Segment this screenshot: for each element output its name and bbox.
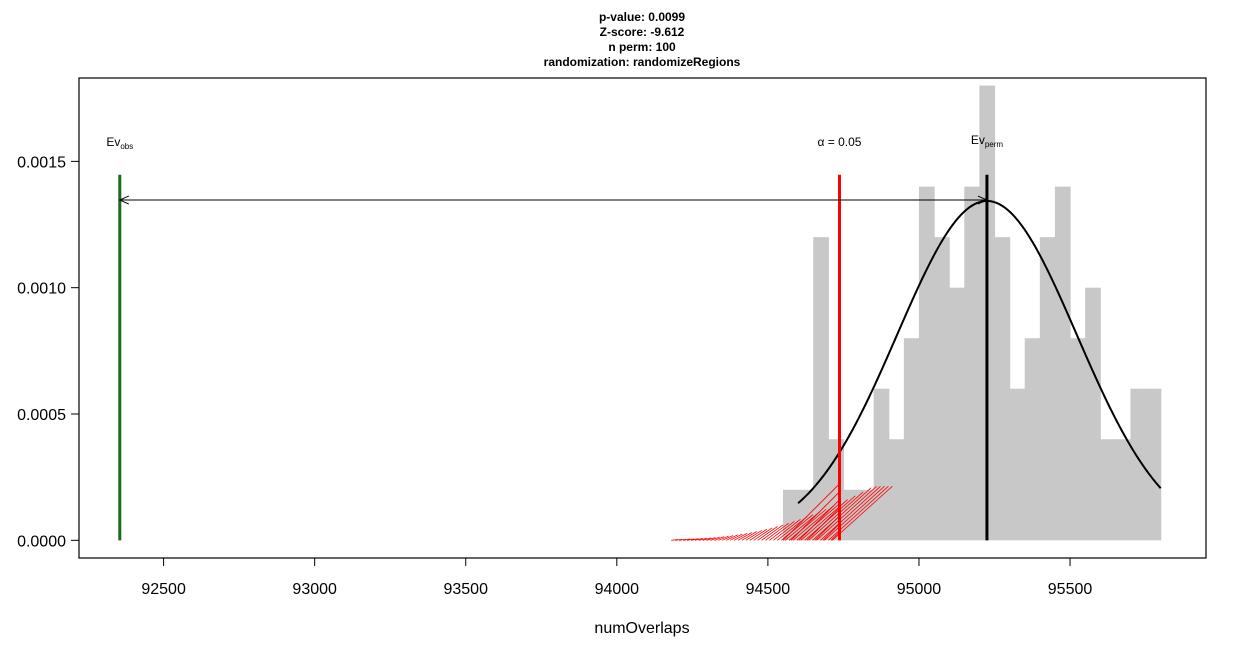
hatch-line [822, 523, 840, 541]
hatch-line [765, 522, 789, 541]
hatch-line [782, 483, 840, 541]
histogram-bar [873, 388, 890, 541]
normal-fit [797, 199, 1162, 505]
hatch-line [757, 526, 778, 541]
hatch-line [832, 486, 893, 541]
arrow-head-right [977, 195, 989, 205]
hatch-line [808, 491, 864, 541]
hatch-line [824, 486, 885, 541]
hatch-line [729, 533, 743, 541]
x-tick-label: 94500 [746, 581, 791, 598]
y-axis: 0.0000 0.0005 0.0010 0.0015 [17, 154, 80, 550]
hatch-line [682, 538, 691, 541]
hatch-line [745, 530, 762, 541]
hatch-line [798, 499, 840, 541]
hatch-line [820, 486, 881, 541]
x-tick-label: 95500 [1048, 581, 1093, 598]
hatch-line [777, 516, 807, 541]
hatch-line [675, 538, 683, 541]
hatch-line [714, 536, 725, 541]
hatch-line [710, 536, 720, 541]
histogram-bar [1009, 388, 1026, 541]
hatch-line [718, 535, 729, 541]
hatch-line [784, 511, 820, 541]
hatch-line [753, 527, 773, 541]
title-zscore: Z-score: -9.612 [600, 25, 685, 39]
hatch-line [796, 502, 841, 541]
reference-lines [118, 174, 989, 541]
hatch-line [780, 514, 814, 541]
hatch-line [690, 538, 699, 541]
hatch-line [792, 505, 834, 541]
x-tick-label: 92500 [141, 581, 186, 598]
hatch-line [722, 535, 734, 541]
histogram-bar [798, 489, 814, 541]
hatch-line [741, 531, 757, 541]
histogram-bar [1070, 338, 1086, 541]
hatch-line [706, 537, 716, 541]
hatch-line [814, 515, 840, 541]
histogram-bar [918, 186, 935, 541]
title-nperm: n perm: 100 [608, 40, 676, 54]
x-tick-label: 94000 [595, 581, 640, 598]
hatch-line [830, 531, 840, 541]
histogram-bar [949, 287, 965, 541]
x-axis: 92500 93000 93500 94000 94500 95000 95500 [141, 557, 1093, 598]
histogram-bar [782, 489, 799, 541]
hatch-line [804, 495, 856, 541]
histogram-bar [1115, 439, 1132, 541]
x-tick-label: 93500 [443, 581, 488, 598]
histogram-bar [1024, 338, 1041, 541]
histogram-bar [1039, 237, 1056, 541]
hatch-line [749, 528, 768, 541]
histogram-bar [903, 338, 920, 541]
annotations: Evobs α = 0.05 Evperm [106, 133, 1003, 151]
arrow-head-left [118, 195, 129, 205]
histogram-bar [994, 237, 1011, 541]
title-randomization: randomization: randomizeRegions [544, 55, 741, 69]
y-tick-label: 0.0005 [17, 407, 66, 424]
alpha-label: α = 0.05 [818, 135, 862, 149]
hatch-line [702, 537, 712, 541]
permuted-label: Evperm [971, 133, 1004, 149]
histogram-bar [888, 439, 905, 541]
hatch-line [812, 487, 872, 541]
histogram-bar [1145, 388, 1162, 541]
hatch-line [686, 538, 695, 541]
hatch-line [698, 537, 708, 541]
histogram-bar [813, 237, 829, 541]
histogram-bar [1054, 186, 1071, 541]
hatch-line [737, 532, 753, 541]
chart-title: p-value: 0.0099 Z-score: -9.612 n perm: … [544, 10, 741, 69]
hatch-line [816, 486, 877, 541]
histogram-bar [964, 186, 980, 541]
y-tick-label: 0.0015 [17, 154, 66, 171]
y-tick-label: 0.0010 [17, 281, 66, 298]
hatch-line [773, 518, 801, 541]
hatch-line [806, 507, 840, 541]
hatch-line [671, 539, 679, 541]
histogram-bar [1085, 287, 1101, 541]
rejection-region [671, 483, 893, 541]
hatch-line [788, 508, 827, 541]
title-pvalue: p-value: 0.0099 [599, 10, 685, 24]
hatch-line [694, 538, 703, 541]
hatch-line [769, 521, 795, 541]
hatch-line [790, 491, 840, 541]
hatch-line [761, 524, 784, 541]
x-tick-label: 93000 [292, 581, 337, 598]
hatch-line [726, 534, 738, 541]
histogram-bar [934, 237, 950, 541]
x-tick-label: 95000 [897, 581, 942, 598]
normal-curve [797, 199, 1162, 505]
histogram-bar [1100, 439, 1116, 541]
histogram-bar [1130, 388, 1147, 541]
y-tick-label: 0.0000 [17, 533, 66, 550]
observed-label: Evobs [106, 135, 133, 151]
x-axis-title: numOverlaps [594, 620, 689, 637]
hatch-line [679, 538, 687, 541]
hatch-line [733, 533, 748, 541]
